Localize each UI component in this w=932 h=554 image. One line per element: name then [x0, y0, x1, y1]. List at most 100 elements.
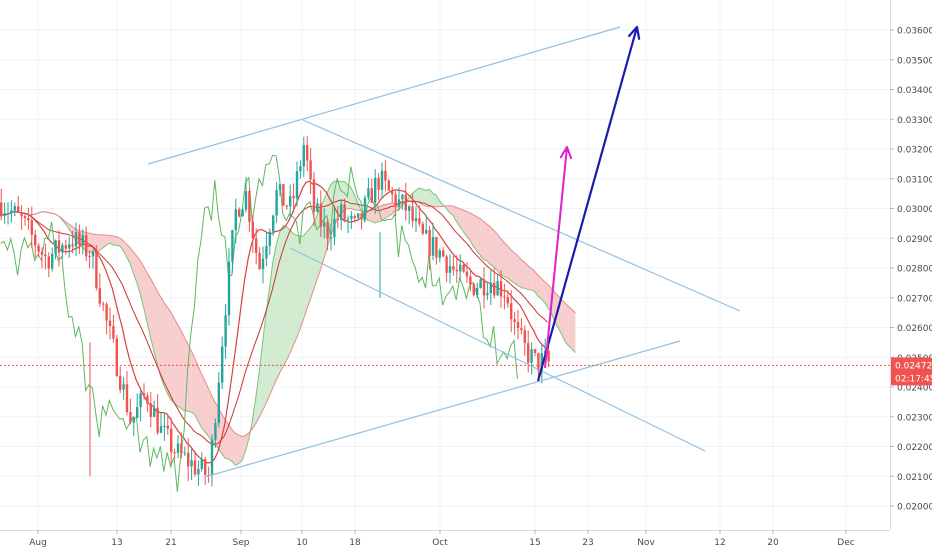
candle-body [160, 426, 162, 433]
candle-body [231, 230, 233, 262]
cloud-segment [310, 223, 313, 300]
cloud-segment [167, 307, 170, 400]
candle-body [507, 297, 509, 303]
candle-body [299, 166, 301, 171]
candle-body [221, 346, 223, 382]
cloud-segment [497, 234, 500, 275]
candle-body [88, 256, 90, 257]
time-tick-label: 20 [767, 538, 779, 548]
candle-body [517, 322, 519, 328]
cloud-segment [198, 366, 201, 428]
price-axis-bg [890, 0, 932, 550]
time-tick-label: 12 [714, 538, 725, 548]
candle-body [520, 328, 522, 330]
candle-body [275, 190, 277, 215]
candle-body [473, 284, 475, 295]
cloud-segment [89, 233, 92, 252]
candle-body [252, 222, 254, 239]
price-axis: 0.0360000.0350000.0340000.0330000.032000… [890, 0, 932, 550]
candle-body [228, 262, 230, 316]
candle-body [187, 453, 189, 467]
candle-body [262, 259, 264, 269]
candle-body [282, 184, 284, 206]
candle-body [422, 224, 424, 234]
time-tick-label: 13 [111, 538, 122, 548]
candle-body [7, 213, 9, 214]
candle-body [333, 219, 335, 237]
candle-body [530, 349, 532, 362]
candle-body [279, 184, 281, 190]
candle-body [476, 288, 478, 295]
candle-body [146, 396, 148, 404]
candle-body [68, 244, 70, 248]
cloud-segment [569, 307, 572, 349]
candle-body [61, 245, 63, 252]
candle-body [224, 315, 226, 346]
candle-body [34, 235, 36, 246]
candle-body [510, 303, 512, 319]
cloud-segment [205, 381, 208, 436]
candle-body [184, 453, 186, 454]
time-tick-label: Nov [637, 538, 655, 548]
candle-body [99, 288, 101, 304]
candle-body [258, 253, 260, 269]
candle-body [374, 178, 376, 203]
price-tag: 0.02472802:17:45 [891, 357, 932, 385]
cloud-segment [490, 227, 493, 267]
cloud-segment [229, 425, 232, 462]
candle-body [445, 256, 447, 272]
candle-body [139, 393, 141, 407]
candle-body [391, 190, 393, 194]
candle-body [3, 213, 5, 216]
candle-body [119, 376, 121, 390]
candle-body [418, 218, 420, 224]
candle-body [316, 203, 318, 211]
candle-body [490, 283, 492, 294]
candle-body [496, 281, 498, 295]
candle-body [340, 204, 342, 220]
cloud-segment [235, 433, 238, 465]
candle-body [323, 222, 325, 226]
candle-body [388, 181, 390, 191]
candle-body [296, 171, 298, 198]
candle-body [37, 245, 39, 251]
cloud-segment [164, 302, 167, 393]
price-tick-label: 0.020000 [897, 503, 932, 513]
candle-body [41, 252, 43, 255]
candle-body [483, 279, 485, 295]
candle-body [527, 343, 529, 363]
cloud-segment [280, 226, 283, 373]
time-tick-label: Oct [432, 538, 448, 548]
time-tick-label: 21 [165, 538, 176, 548]
candle-body [27, 218, 29, 220]
candle-body [126, 384, 128, 412]
candle-body [71, 244, 73, 246]
candle-body [313, 179, 315, 211]
candle-body [534, 349, 536, 353]
candle-body [197, 469, 199, 475]
cloud-segment [300, 236, 303, 329]
cloud-segment [276, 233, 279, 380]
candle-body [245, 191, 247, 209]
candle-body [360, 213, 362, 219]
candle-body [201, 459, 203, 469]
cloud-segment [225, 420, 228, 459]
candle-body [347, 219, 349, 220]
cloud-segment [467, 211, 470, 240]
candle-body [367, 188, 369, 197]
cloud-segment [518, 256, 521, 288]
candle-body [398, 199, 400, 206]
candle-body [255, 238, 257, 253]
candle-body [14, 206, 16, 210]
cloud-segment [504, 242, 507, 277]
candle-body [289, 196, 291, 206]
